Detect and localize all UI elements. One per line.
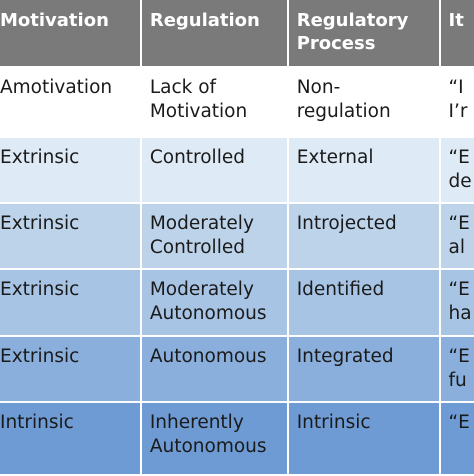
motivation-cell: Intrinsic (0, 403, 142, 474)
process-cell: Non-regulation (289, 68, 441, 136)
regulation-cell-line: Inherently (150, 411, 287, 435)
process-cell-line: Identified (297, 278, 439, 302)
motivation-cell-line: Extrinsic (0, 146, 140, 170)
item-cell-line: “E (449, 146, 474, 170)
regulation-cell-line: Autonomous (150, 345, 287, 369)
process-cell-line: regulation (297, 100, 439, 124)
header-cell-line: Regulatory (297, 9, 439, 32)
header-cell: Motivation (0, 0, 142, 66)
process-cell-line: Integrated (297, 345, 439, 369)
process-cell: Introjected (289, 204, 441, 268)
process-cell-line: Introjected (297, 212, 439, 236)
item-cell-line: “I (449, 76, 474, 100)
process-cell: Identified (289, 270, 441, 335)
motivation-cell-line: Extrinsic (0, 345, 140, 369)
item-cell-line: ha (449, 302, 474, 326)
process-cell: External (289, 138, 441, 202)
item-cell-line: I’r (449, 100, 474, 124)
motivation-cell: Extrinsic (0, 270, 142, 335)
header-cell: It (441, 0, 474, 66)
motivation-cell-line: Intrinsic (0, 411, 140, 435)
motivation-cell: Extrinsic (0, 138, 142, 202)
header-cell-line: It (449, 9, 474, 32)
process-cell: Integrated (289, 337, 441, 401)
item-cell-line: “E (449, 345, 474, 369)
item-cell-line: de (449, 170, 474, 194)
motivation-cell-line: Extrinsic (0, 212, 140, 236)
header-cell-line: Regulation (150, 9, 287, 32)
header-cell: Regulation (142, 0, 289, 66)
process-cell-line: Non- (297, 76, 439, 100)
process-cell-line: Intrinsic (297, 411, 439, 435)
motivation-cell: Amotivation (0, 68, 142, 136)
regulation-cell-line: Moderately (150, 212, 287, 236)
regulation-cell-line: Motivation (150, 100, 287, 124)
regulation-cell-line: Controlled (150, 236, 287, 260)
regulation-cell: Controlled (142, 138, 289, 202)
header-cell-line: Process (297, 32, 439, 55)
motivation-cell-line: Extrinsic (0, 278, 140, 302)
item-cell-line: “E (449, 278, 474, 302)
motivation-cell-line: Amotivation (0, 76, 140, 100)
regulation-cell: Autonomous (142, 337, 289, 401)
process-cell-line: External (297, 146, 439, 170)
header-cell-line: Motivation (0, 9, 140, 32)
item-cell: “E (441, 403, 474, 474)
process-cell: Intrinsic (289, 403, 441, 474)
regulation-cell-line: Lack of (150, 76, 287, 100)
item-cell-line: “E (449, 212, 474, 236)
regulation-cell-line: Moderately (150, 278, 287, 302)
regulation-cell-line: Autonomous (150, 435, 287, 459)
motivation-cell: Extrinsic (0, 204, 142, 268)
regulation-cell-line: Controlled (150, 146, 287, 170)
item-cell-line: al (449, 236, 474, 260)
item-cell-line: “E (449, 411, 474, 435)
regulation-cell-line: Autonomous (150, 302, 287, 326)
item-cell-line: fu (449, 369, 474, 393)
motivation-cell: Extrinsic (0, 337, 142, 401)
